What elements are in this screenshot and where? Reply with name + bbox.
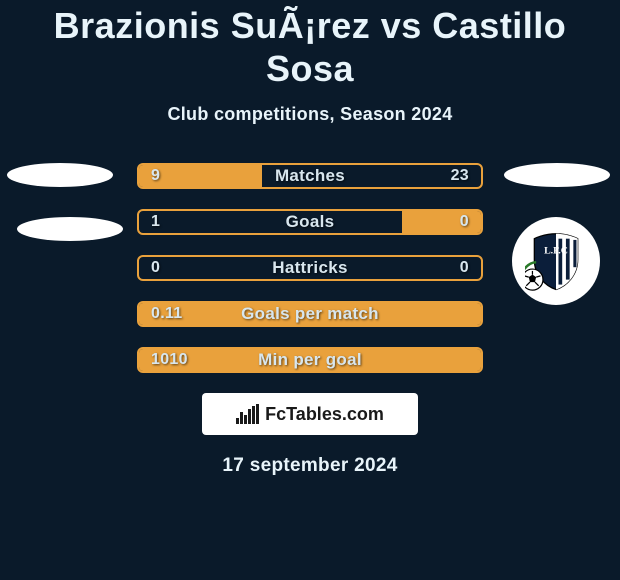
stat-label: Min per goal — [139, 349, 481, 371]
page-title: Brazionis SuÃ¡rez vs Castillo Sosa — [0, 4, 620, 90]
stat-value-right: 23 — [451, 165, 469, 187]
player-badge-left-1 — [7, 163, 113, 187]
stat-row-hattricks: 0 Hattricks 0 — [137, 255, 483, 281]
stat-label: Goals per match — [139, 303, 481, 325]
footer-badge: FcTables.com — [202, 393, 418, 435]
stat-row-min-per-goal: 1010 Min per goal — [137, 347, 483, 373]
stat-label: Matches — [139, 165, 481, 187]
stat-row-goals-per-match: 0.11 Goals per match — [137, 301, 483, 327]
stats-area: L.F.C 9 Matches 23 — [0, 163, 620, 477]
stat-value-right: 0 — [460, 257, 469, 279]
stat-label: Goals — [139, 211, 481, 233]
club-crest-icon: L.F.C — [525, 230, 587, 292]
stat-row-matches: 9 Matches 23 — [137, 163, 483, 189]
stats-card: Brazionis SuÃ¡rez vs Castillo Sosa Club … — [0, 0, 620, 477]
club-logo: L.F.C — [512, 217, 600, 305]
stat-row-goals: 1 Goals 0 — [137, 209, 483, 235]
date-label: 17 september 2024 — [0, 455, 620, 477]
player-badge-right-1 — [504, 163, 610, 187]
stat-label: Hattricks — [139, 257, 481, 279]
subtitle: Club competitions, Season 2024 — [0, 104, 620, 125]
footer-label: FcTables.com — [265, 404, 384, 425]
club-logo-letters: L.F.C — [544, 246, 568, 257]
bar-chart-icon — [236, 404, 259, 424]
player-badge-left-2 — [17, 217, 123, 241]
stat-value-right: 0 — [460, 211, 469, 233]
